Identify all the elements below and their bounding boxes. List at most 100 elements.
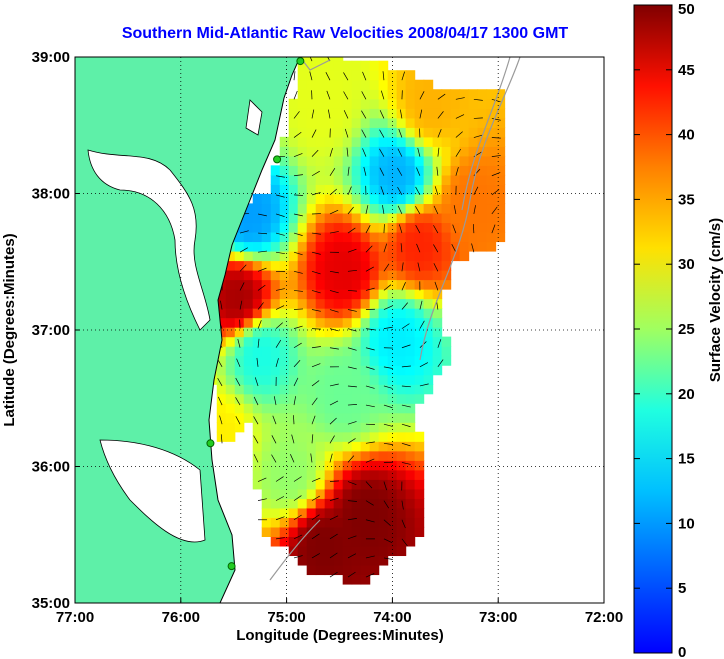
velocity-cell-369 <box>306 536 317 547</box>
velocity-cell-50 <box>225 384 236 395</box>
velocity-cell-364 <box>297 60 308 71</box>
velocity-cell-93 <box>243 393 254 404</box>
velocity-arrow-213 <box>383 385 393 389</box>
velocity-cell-1185 <box>468 174 479 185</box>
velocity-cell-862 <box>387 507 398 518</box>
velocity-arrow-25 <box>239 300 243 310</box>
velocity-cell-838 <box>378 241 389 252</box>
velocity-cell-559 <box>333 298 344 309</box>
velocity-cell-105 <box>243 279 254 290</box>
velocity-cell-227 <box>279 479 290 490</box>
velocity-cell-518 <box>324 165 335 176</box>
velocity-cell-987 <box>405 279 416 290</box>
velocity-cell-269 <box>288 498 299 509</box>
velocity-arrow-219 <box>383 263 390 272</box>
velocity-cell-1094 <box>432 308 443 319</box>
velocity-arrow-243 <box>401 282 406 291</box>
velocity-cell-1050 <box>414 117 425 128</box>
velocity-arrow-66 <box>275 194 285 198</box>
velocity-cell-266 <box>288 526 299 538</box>
velocity-cell-86 <box>234 250 245 262</box>
velocity-cell-338 <box>297 308 308 319</box>
velocity-cell-447 <box>315 317 326 328</box>
velocity-cell-774 <box>369 346 380 357</box>
velocity-cell-826 <box>378 355 389 366</box>
velocity-arrow-10 <box>217 377 223 387</box>
velocity-cell-899 <box>387 155 398 166</box>
velocity-arrow-135 <box>329 328 339 332</box>
velocity-cell-554 <box>333 346 344 357</box>
velocity-cell-912 <box>396 517 407 528</box>
velocity-cell-825 <box>378 365 389 376</box>
velocity-cell-807 <box>378 536 389 547</box>
velocity-cell-444 <box>315 346 326 357</box>
velocity-cell-766 <box>369 422 380 433</box>
velocity-cell-1158 <box>450 98 461 109</box>
velocity-cell-129 <box>252 336 263 347</box>
velocity-cell-114 <box>252 479 263 490</box>
velocity-arrow-282 <box>437 129 442 138</box>
velocity-cell-794 <box>369 155 380 166</box>
velocity-cell-615 <box>342 298 353 309</box>
velocity-cell-175 <box>261 241 272 252</box>
velocity-cell-664 <box>351 355 362 366</box>
velocity-cell-1116 <box>432 98 443 109</box>
velocity-cell-925 <box>396 393 407 404</box>
velocity-cell-182 <box>270 526 281 538</box>
velocity-arrow-33 <box>257 477 267 482</box>
velocity-cell-863 <box>387 498 398 509</box>
velocity-cell-157 <box>261 412 272 423</box>
velocity-cell-517 <box>324 174 335 185</box>
velocity-cell-1157 <box>450 108 461 119</box>
velocity-cell-1206 <box>477 136 488 147</box>
x-tick-label-1: 76:00 <box>162 609 200 626</box>
velocity-cell-497 <box>324 365 335 376</box>
velocity-cell-909 <box>396 545 407 557</box>
velocity-cell-1079 <box>423 155 434 166</box>
velocity-cell-484 <box>324 488 335 499</box>
velocity-cell-1230 <box>495 222 506 233</box>
velocity-arrow-165 <box>347 290 357 292</box>
velocity-cell-606 <box>342 384 353 395</box>
velocity-cell-329 <box>297 393 308 404</box>
velocity-arrow-304 <box>491 206 498 215</box>
velocity-cell-502 <box>324 317 335 328</box>
velocity-arrow-86 <box>293 232 303 236</box>
velocity-arrow-177 <box>365 573 375 578</box>
velocity-cell-898 <box>387 165 398 176</box>
velocity-cell-92 <box>243 403 254 414</box>
velocity-arrow-175 <box>343 91 349 100</box>
velocity-cell-560 <box>333 289 344 300</box>
velocity-cell-650 <box>351 488 362 499</box>
velocity-cell-704 <box>360 498 371 509</box>
velocity-cell-215 <box>270 212 281 224</box>
velocity-cell-78 <box>234 327 245 338</box>
velocity-cell-995 <box>405 203 416 214</box>
velocity-cell-765 <box>369 431 380 442</box>
velocity-cell-1054 <box>414 79 425 90</box>
colorbar-tick-label-9: 45 <box>678 62 695 79</box>
velocity-cell-734 <box>360 212 371 224</box>
velocity-cell-711 <box>360 431 371 442</box>
velocity-cell-1196 <box>477 231 488 243</box>
velocity-cell-112 <box>243 212 254 224</box>
velocity-arrow-293 <box>455 97 465 100</box>
velocity-cell-23 <box>216 422 227 433</box>
velocity-cell-1213 <box>486 231 497 243</box>
x-tick-label-0: 77:00 <box>56 609 94 626</box>
velocity-cell-345 <box>297 241 308 252</box>
velocity-cell-726 <box>360 289 371 300</box>
velocity-cell-108 <box>243 250 254 262</box>
velocity-cell-692 <box>351 89 362 100</box>
velocity-arrow-167 <box>347 248 357 253</box>
velocity-cell-778 <box>369 308 380 319</box>
velocity-cell-167 <box>261 317 272 328</box>
velocity-cell-185 <box>270 498 281 509</box>
velocity-cell-600 <box>342 441 353 452</box>
velocity-cell-172 <box>261 270 272 281</box>
velocity-cell-415 <box>306 98 317 109</box>
velocity-cell-412 <box>306 127 317 138</box>
velocity-cell-1052 <box>414 98 425 109</box>
velocity-cell-339 <box>297 298 308 309</box>
velocity-cell-513 <box>324 212 335 224</box>
